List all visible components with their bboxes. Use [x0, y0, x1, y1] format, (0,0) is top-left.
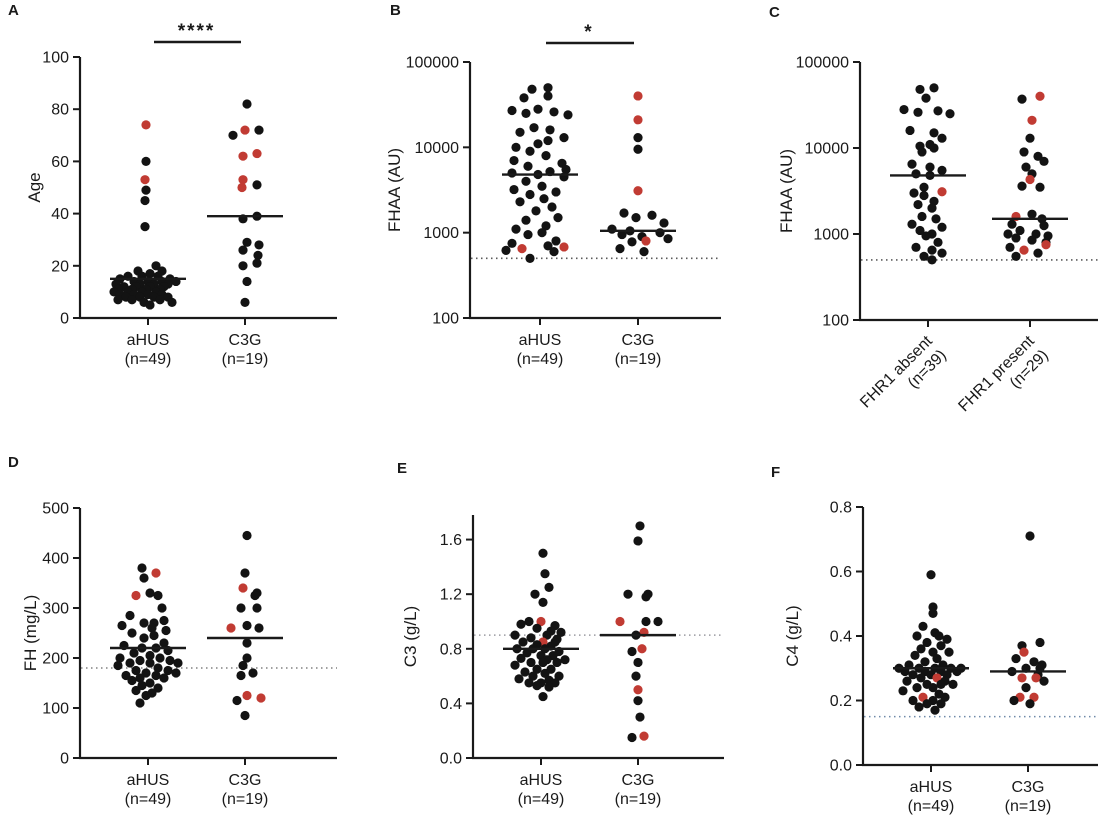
svg-text:200: 200: [42, 651, 69, 668]
svg-text:80: 80: [51, 102, 69, 119]
svg-text:10000: 10000: [415, 140, 460, 157]
svg-text:0.0: 0.0: [830, 758, 852, 775]
panel-b-label: B: [390, 2, 402, 19]
svg-text:(n=19): (n=19): [222, 791, 269, 808]
svg-text:Age: Age: [25, 172, 44, 202]
svg-text:0.4: 0.4: [440, 696, 462, 713]
panel-d-label: D: [8, 454, 20, 471]
panel-a-age-plot: A 0 20 40 60 80 100 **** aHUS (n=49) C3G (n=19) Age: [0, 0, 360, 435]
svg-text:100000: 100000: [406, 55, 459, 72]
svg-text:(n=49): (n=49): [125, 791, 172, 808]
panel-e-label: E: [397, 460, 408, 477]
svg-text:(n=19): (n=19): [1005, 798, 1052, 815]
svg-text:100000: 100000: [796, 55, 849, 72]
svg-text:(n=49): (n=49): [908, 798, 955, 815]
svg-text:FH (mg/L): FH (mg/L): [21, 595, 40, 672]
svg-text:FHAA (AU): FHAA (AU): [777, 149, 796, 233]
svg-text:(n=19): (n=19): [615, 791, 662, 808]
svg-text:40: 40: [51, 206, 69, 223]
svg-text:C4 (g/L): C4 (g/L): [783, 605, 802, 666]
svg-text:(n=19): (n=19): [615, 351, 662, 368]
svg-text:C3G: C3G: [229, 772, 262, 789]
svg-text:(n=49): (n=49): [517, 351, 564, 368]
panel-b-fhaa-diagnosis-plot: B 100 1000 10000 100000 * aHUS (n=49) C3G (n=19)…: [370, 0, 730, 435]
svg-text:C3 (g/L): C3 (g/L): [401, 606, 420, 667]
panel-f-label: F: [771, 464, 781, 481]
svg-text:(n=19): (n=19): [222, 351, 269, 368]
svg-text:0.2: 0.2: [830, 693, 852, 710]
svg-text:aHUS: aHUS: [910, 779, 953, 796]
svg-text:20: 20: [51, 258, 69, 275]
c3-scatter-chart: 0.0 0.4 0.8 1.2 1.6 aHUS (n=49) C3G (n=19) C3 (g/…: [401, 515, 724, 808]
panel-c-label: C: [769, 4, 781, 21]
panel-e-c3-plot: E 0.0 0.4 0.8 1.2 1.6 aHUS (n=49) C3G (n=19) C3 (…: [370, 440, 730, 815]
svg-text:1.6: 1.6: [440, 532, 462, 549]
svg-text:100: 100: [42, 50, 69, 67]
svg-text:aHUS: aHUS: [520, 772, 563, 789]
svg-text:(n=49): (n=49): [125, 351, 172, 368]
svg-text:0: 0: [60, 751, 69, 768]
svg-text:(n=49): (n=49): [518, 791, 565, 808]
panel-d-fh-plot: D 0 100 200 300 400 500 aHUS (n=49) C3G (n=19) FH …: [0, 440, 360, 815]
svg-text:0.6: 0.6: [830, 564, 852, 581]
svg-text:100: 100: [822, 313, 849, 330]
svg-text:1000: 1000: [423, 225, 459, 242]
svg-text:300: 300: [42, 601, 69, 618]
svg-text:aHUS: aHUS: [127, 332, 170, 349]
svg-text:400: 400: [42, 551, 69, 568]
svg-text:1000: 1000: [813, 227, 849, 244]
svg-text:0.0: 0.0: [440, 751, 462, 768]
svg-text:100: 100: [42, 701, 69, 718]
svg-text:****: ****: [178, 21, 216, 42]
age-scatter-chart: 0 20 40 60 80 100 **** aHUS (n=49) C3G (n=19) Age: [25, 21, 337, 368]
svg-text:100: 100: [432, 311, 459, 328]
svg-text:500: 500: [42, 501, 69, 518]
c4-scatter-chart: 0.0 0.2 0.4 0.6 0.8 aHUS (n=49) C3G (n=19) C4 (g/…: [783, 500, 1098, 815]
panel-f-c4-plot: F 0.0 0.2 0.4 0.6 0.8 aHUS (n=49) C3G (n=19) C4 (…: [738, 440, 1098, 815]
svg-text:0: 0: [60, 311, 69, 328]
svg-text:0.4: 0.4: [830, 629, 852, 646]
svg-text:aHUS: aHUS: [519, 332, 562, 349]
svg-text:C3G: C3G: [1012, 779, 1045, 796]
svg-text:FHAA (AU): FHAA (AU): [385, 148, 404, 232]
panel-a-label: A: [8, 2, 20, 19]
fh-scatter-chart: 0 100 200 300 400 500 aHUS (n=49) C3G (n=19) FH (m…: [21, 501, 337, 808]
svg-text:aHUS: aHUS: [127, 772, 170, 789]
fhaa-diagnosis-scatter-chart: 100 1000 10000 100000 * aHUS (n=49) C3G (n=19) FH…: [385, 22, 721, 368]
panel-c-fhaa-fhr1-plot: C 100 1000 10000 100000 FHR1 absent (n=39) FHR…: [738, 0, 1098, 435]
svg-text:60: 60: [51, 154, 69, 171]
svg-text:C3G: C3G: [622, 332, 655, 349]
svg-text:1.2: 1.2: [440, 587, 462, 604]
svg-text:10000: 10000: [805, 141, 850, 158]
svg-text:*: *: [584, 22, 593, 43]
svg-text:0.8: 0.8: [830, 500, 852, 517]
svg-text:C3G: C3G: [622, 772, 655, 789]
svg-text:0.8: 0.8: [440, 641, 462, 658]
svg-text:C3G: C3G: [229, 332, 262, 349]
